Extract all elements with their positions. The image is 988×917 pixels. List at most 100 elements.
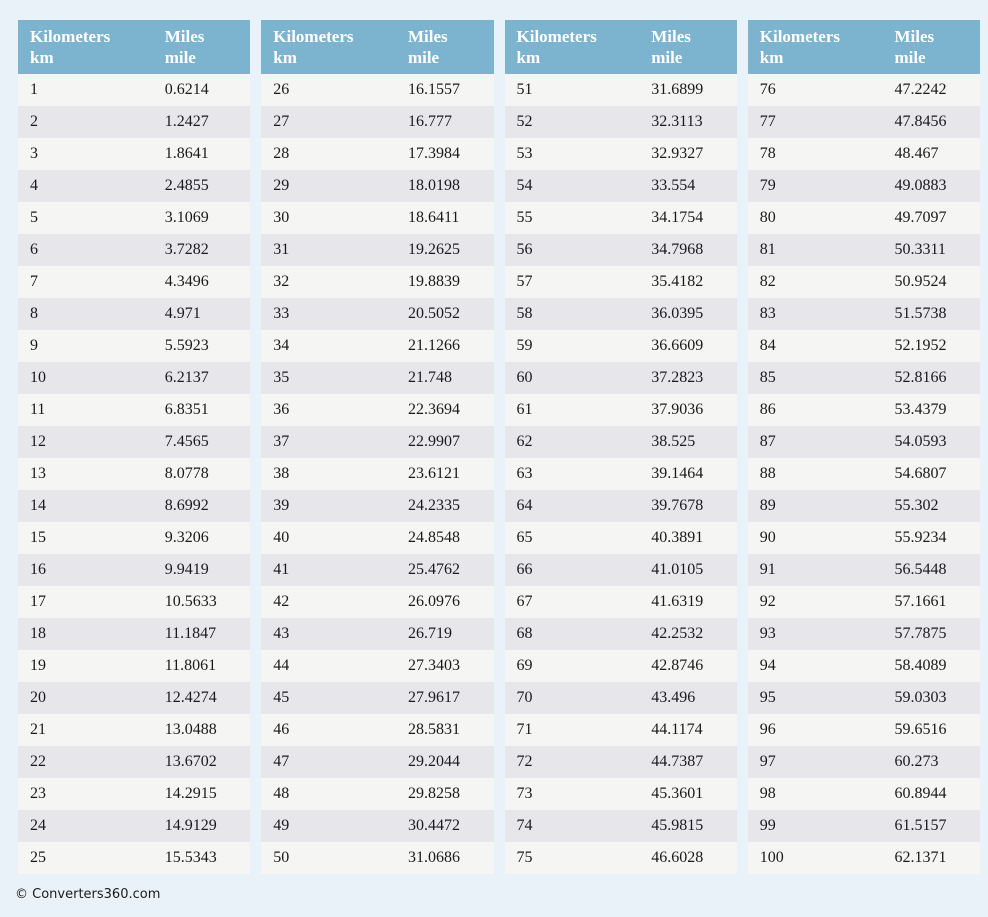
km-cell: 33 [261, 298, 396, 330]
table-row: 80 49.7097 [747, 202, 980, 234]
mile-cell: 4.3496 [152, 266, 251, 298]
table-row: 94 58.4089 [747, 650, 980, 682]
table-body: 26 16.1557 27 16.777 28 17.3984 29 18.0198 30 18.… [261, 74, 494, 874]
mile-cell: 37.9036 [639, 394, 737, 426]
mile-cell: 59.0303 [882, 682, 980, 714]
km-cell: 90 [747, 522, 883, 554]
table-row: 50 31.0686 [261, 842, 494, 874]
table-row: 52 32.3113 [504, 106, 737, 138]
copyright-text: © Converters360.com [15, 887, 161, 902]
table-row: 91 56.5448 [747, 554, 980, 586]
km-cell: 10 [18, 362, 153, 394]
km-cell: 2 [18, 106, 153, 138]
km-cell: 41 [261, 554, 396, 586]
km-cell: 8 [18, 298, 153, 330]
km-cell: 32 [261, 266, 396, 298]
km-cell: 52 [504, 106, 640, 138]
km-cell: 63 [504, 458, 640, 490]
table-row: 77 47.8456 [747, 106, 980, 138]
km-cell: 54 [504, 170, 640, 202]
table-body: 51 31.6899 52 32.3113 53 32.9327 54 33.554 55 34.… [504, 74, 737, 874]
mile-cell: 52.8166 [882, 362, 980, 394]
km-cell: 88 [747, 458, 883, 490]
km-cell: 79 [747, 170, 883, 202]
mile-cell: 47.8456 [882, 106, 980, 138]
km-cell: 19 [18, 650, 153, 682]
km-cell: 31 [261, 234, 396, 266]
mile-cell: 57.1661 [882, 586, 980, 618]
mile-cell: 36.6609 [639, 330, 737, 362]
km-cell: 47 [261, 746, 396, 778]
km-cell: 1 [18, 74, 153, 106]
km-cell: 18 [18, 618, 153, 650]
table-row: 21 13.0488 [18, 714, 251, 746]
table-row: 59 36.6609 [504, 330, 737, 362]
table-row: 35 21.748 [261, 362, 494, 394]
mile-cell: 13.0488 [152, 714, 251, 746]
km-cell: 50 [261, 842, 396, 874]
miles-header-unit: mile [407, 48, 440, 67]
mile-cell: 57.7875 [882, 618, 980, 650]
mile-cell: 18.0198 [395, 170, 494, 202]
km-cell: 36 [261, 394, 396, 426]
km-cell: 100 [747, 842, 883, 874]
mile-cell: 60.8944 [882, 778, 980, 810]
mile-cell: 15.5343 [152, 842, 251, 874]
mile-cell: 36.0395 [639, 298, 737, 330]
mile-cell: 24.2335 [395, 490, 494, 522]
mile-cell: 50.3311 [882, 234, 980, 266]
mile-cell: 62.1371 [882, 842, 980, 874]
table-row: 1 0.6214 [18, 74, 251, 106]
mile-cell: 21.1266 [395, 330, 494, 362]
km-cell: 38 [261, 458, 396, 490]
mile-cell: 42.8746 [639, 650, 737, 682]
km-cell: 87 [747, 426, 883, 458]
table-row: 13 8.0778 [18, 458, 251, 490]
mile-cell: 50.9524 [882, 266, 980, 298]
km-cell: 64 [504, 490, 640, 522]
mile-cell: 16.1557 [395, 74, 494, 106]
km-cell: 70 [504, 682, 640, 714]
km-cell: 69 [504, 650, 640, 682]
table-row: 66 41.0105 [504, 554, 737, 586]
mile-cell: 51.5738 [882, 298, 980, 330]
km-cell: 76 [747, 74, 883, 106]
miles-header: Miles mile [395, 20, 494, 74]
mile-cell: 32.3113 [639, 106, 737, 138]
mile-cell: 45.9815 [639, 810, 737, 842]
table-row: 76 47.2242 [747, 74, 980, 106]
mile-cell: 56.5448 [882, 554, 980, 586]
mile-cell: 35.4182 [639, 266, 737, 298]
km-cell: 22 [18, 746, 153, 778]
table-row: 40 24.8548 [261, 522, 494, 554]
table-header-row: Kilometers km Miles mile [261, 20, 494, 74]
mile-cell: 54.0593 [882, 426, 980, 458]
km-cell: 84 [747, 330, 883, 362]
mile-cell: 22.3694 [395, 394, 494, 426]
kilometers-header-unit: km [516, 48, 541, 67]
table-row: 81 50.3311 [747, 234, 980, 266]
mile-cell: 7.4565 [152, 426, 251, 458]
table-row: 11 6.8351 [18, 394, 251, 426]
miles-header-unit: mile [894, 48, 926, 67]
mile-cell: 26.719 [395, 618, 494, 650]
mile-cell: 44.1174 [639, 714, 737, 746]
mile-cell: 9.3206 [152, 522, 251, 554]
miles-header-label: Miles [164, 27, 205, 46]
km-cell: 44 [261, 650, 396, 682]
mile-cell: 32.9327 [639, 138, 737, 170]
mile-cell: 22.9907 [395, 426, 494, 458]
mile-cell: 31.0686 [395, 842, 494, 874]
km-cell: 62 [504, 426, 640, 458]
table-row: 41 25.4762 [261, 554, 494, 586]
mile-cell: 10.5633 [152, 586, 251, 618]
table-row: 87 54.0593 [747, 426, 980, 458]
km-cell: 43 [261, 618, 396, 650]
mile-cell: 49.7097 [882, 202, 980, 234]
table-row: 51 31.6899 [504, 74, 737, 106]
table-row: 23 14.2915 [18, 778, 251, 810]
table-header-row: Kilometers km Miles mile [18, 20, 251, 74]
km-cell: 17 [18, 586, 153, 618]
km-cell: 42 [261, 586, 396, 618]
km-cell: 9 [18, 330, 153, 362]
